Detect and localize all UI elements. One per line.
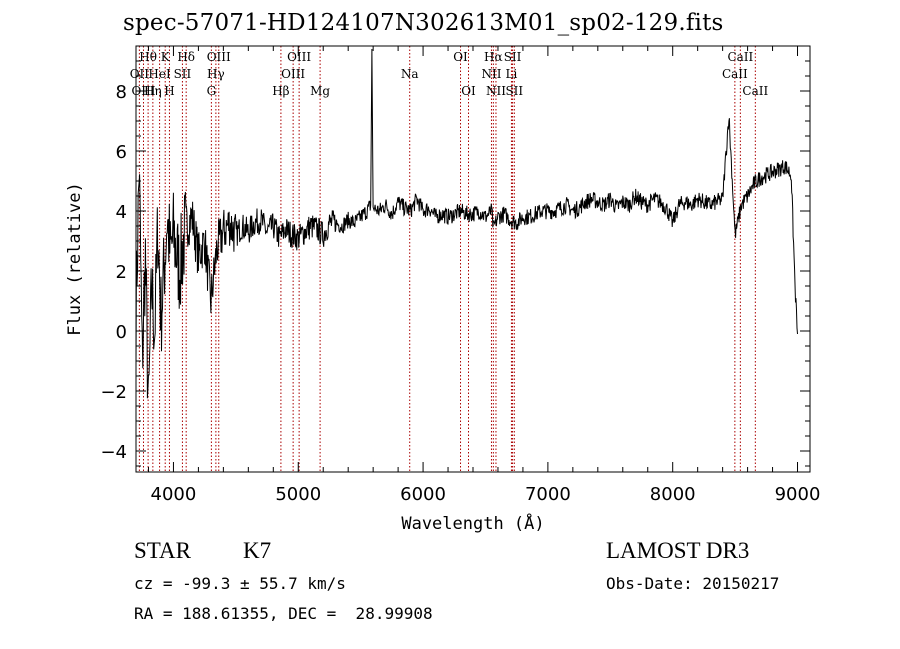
spectral-line-label: Hθ <box>139 50 157 64</box>
plot-frame <box>135 45 811 473</box>
spectral-line-label: Na <box>401 67 419 81</box>
spectral-line-label: CaII <box>722 67 748 81</box>
spectral-line-label: Hδ <box>177 50 195 64</box>
x-tick-label: 6000 <box>400 484 446 505</box>
spectral-line-label: G <box>207 84 217 98</box>
object-subclass: K7 <box>243 538 272 563</box>
spectral-line-markers <box>138 46 756 472</box>
x-tick-label: 8000 <box>650 484 696 505</box>
chart-title: spec-57071-HD124107N302613M01_sp02-129.f… <box>123 10 724 36</box>
x-axis-label: Wavelength (Å) <box>401 512 544 534</box>
spectral-line-label: HeI <box>148 67 171 81</box>
spectral-line-label: SII <box>504 50 522 64</box>
ra-dec-coordinates: RA = 188.61355, DEC = 28.99908 <box>134 604 433 623</box>
spectral-line-label: SII <box>174 67 192 81</box>
spectral-line-label: Hβ <box>272 84 289 98</box>
y-tick-label: 6 <box>116 142 127 163</box>
spectral-line-label: OI <box>453 50 468 64</box>
y-tick-label: −4 <box>100 442 127 463</box>
spectral-line-label: SII <box>505 84 523 98</box>
y-tick-label: 8 <box>116 82 127 103</box>
spectral-line-label: H <box>164 84 174 98</box>
spectral-line-label: CaII <box>742 84 768 98</box>
x-tick-label: 9000 <box>775 484 821 505</box>
redshift-cz: cz = -99.3 ± 55.7 km/s <box>134 574 346 593</box>
survey-name: LAMOST DR3 <box>606 538 750 563</box>
spectral-line-label: OII <box>130 67 150 81</box>
y-tick-label: 0 <box>116 322 127 343</box>
y-tick-label: −2 <box>100 382 127 403</box>
object-class: STAR <box>134 538 191 563</box>
spectral-line-label: OIII <box>281 67 305 81</box>
spectral-line-label: Mg <box>310 84 330 98</box>
spectral-line-label: NII <box>481 67 501 81</box>
y-axis-label: Flux (relative) <box>65 182 85 336</box>
spectral-line-label: OIII <box>207 50 231 64</box>
spectral-line-label: CaII <box>727 50 753 64</box>
spectral-line-label: Hα <box>484 50 503 64</box>
spectral-line-label: OI <box>461 84 476 98</box>
spectral-line-label: Li <box>506 67 518 81</box>
spectrum-series-line <box>135 48 798 399</box>
axis-ticks: 4000 5000 6000 7000 8000 9000 −4 −2 0 2 4 6 8 <box>100 45 821 505</box>
spectral-line-label: NII <box>486 84 506 98</box>
y-tick-label: 2 <box>116 262 127 283</box>
x-tick-label: 5000 <box>275 484 321 505</box>
x-tick-label: 7000 <box>525 484 571 505</box>
x-tick-label: 4000 <box>151 484 197 505</box>
spectral-line-label: OIII <box>287 50 311 64</box>
spectral-line-label: K <box>161 50 171 64</box>
spectral-line-label: Hη <box>144 84 162 98</box>
spectral-line-label: Hγ <box>207 67 225 81</box>
y-tick-label: 4 <box>116 202 127 223</box>
observation-date: Obs-Date: 20150217 <box>606 574 780 593</box>
